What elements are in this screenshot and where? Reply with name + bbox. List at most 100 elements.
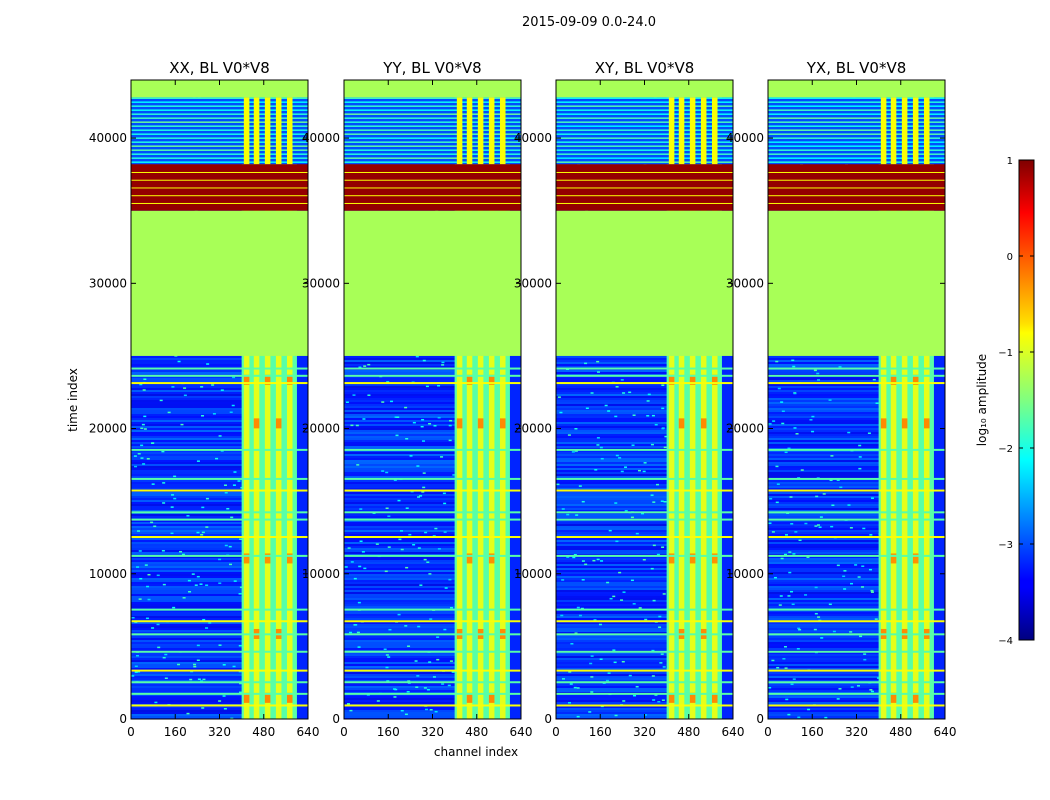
noise-speckle — [134, 671, 138, 673]
noise-row — [556, 630, 668, 632]
noise-speckle — [422, 472, 426, 474]
noise-speckle — [576, 687, 580, 689]
upper-block-row — [344, 113, 521, 115]
noise-speckle — [358, 366, 362, 368]
noise-row — [344, 570, 456, 572]
noise-speckle — [612, 649, 616, 651]
noise-row — [344, 638, 456, 640]
x-tick-label: 0 — [552, 725, 560, 739]
noise-speckle — [429, 708, 433, 711]
noise-row — [556, 546, 668, 548]
upper-block-row — [344, 105, 521, 107]
rfi-line — [131, 681, 308, 684]
noise-speckle — [177, 360, 181, 363]
upper-stripe — [456, 97, 463, 165]
noise-row — [344, 544, 456, 546]
noise-speckle — [831, 504, 835, 507]
noise-speckle — [415, 355, 419, 358]
noise-row — [344, 612, 456, 614]
upper-stripe — [689, 97, 696, 165]
hot-spot — [286, 553, 293, 564]
noise-speckle — [604, 404, 608, 407]
active-stripe — [700, 80, 707, 719]
noise-row — [131, 610, 243, 612]
upper-block-row — [768, 109, 945, 111]
noise-row — [768, 690, 880, 692]
rfi-line — [556, 374, 733, 377]
noise-speckle — [621, 660, 625, 663]
noise-row — [344, 516, 456, 518]
noise-row — [344, 684, 456, 686]
noise-row — [131, 676, 243, 678]
noise-speckle — [426, 561, 430, 563]
noise-speckle — [405, 566, 409, 569]
noise-row — [344, 398, 456, 400]
saturated-line — [131, 187, 308, 189]
noise-speckle — [393, 479, 397, 481]
noise-speckle — [596, 444, 600, 446]
noise-speckle — [433, 425, 437, 427]
noise-row — [131, 574, 243, 576]
noise-speckle — [232, 484, 236, 486]
noise-row — [131, 600, 243, 602]
noise-row — [768, 498, 880, 500]
active-stripe — [488, 80, 495, 719]
noise-row — [768, 544, 880, 546]
noise-speckle — [424, 531, 428, 534]
noise-row — [344, 674, 456, 676]
rfi-line — [768, 620, 945, 623]
noise-speckle — [420, 425, 424, 428]
noise-row — [768, 680, 880, 682]
noise-row — [768, 380, 880, 382]
hot-spot — [912, 553, 919, 564]
noise-row — [131, 686, 243, 688]
noise-row — [768, 596, 880, 598]
x-tick-label: 160 — [589, 725, 612, 739]
noise-speckle — [415, 686, 419, 688]
hot-spot — [264, 374, 271, 385]
noise-row — [768, 420, 880, 422]
upper-block-row — [344, 129, 521, 131]
noise-speckle — [387, 515, 391, 517]
noise-speckle — [142, 389, 146, 391]
noise-row — [344, 422, 456, 424]
noise-speckle — [787, 447, 791, 450]
noise-row — [556, 716, 668, 718]
noise-speckle — [186, 515, 190, 517]
noise-row — [131, 594, 243, 596]
noise-row — [768, 540, 880, 542]
noise-row — [556, 576, 668, 578]
noise-row — [556, 398, 668, 400]
noise-speckle — [196, 644, 200, 647]
noise-speckle — [809, 419, 813, 421]
noise-row — [344, 688, 456, 690]
noise-row — [344, 632, 456, 634]
rfi-line — [131, 518, 308, 521]
noise-row — [131, 552, 243, 554]
colorbar-tick-label: 0 — [1007, 252, 1013, 263]
noise-speckle — [156, 623, 160, 626]
noise-speckle — [843, 588, 847, 590]
noise-speckle — [136, 530, 140, 532]
hot-spot — [499, 418, 506, 429]
noise-row — [131, 522, 243, 524]
noise-speckle — [640, 512, 644, 515]
noise-row — [344, 360, 456, 362]
noise-row — [131, 612, 243, 614]
rfi-line — [556, 608, 733, 611]
noise-speckle — [151, 483, 155, 485]
noise-row — [344, 464, 456, 466]
noise-speckle — [596, 360, 600, 363]
noise-speckle — [571, 451, 575, 453]
noise-speckle — [205, 627, 209, 629]
rfi-line — [131, 554, 308, 557]
noise-row — [131, 544, 243, 546]
noise-speckle — [349, 631, 353, 634]
upper-stripe — [700, 97, 707, 165]
noise-row — [131, 532, 243, 534]
noise-speckle — [797, 627, 801, 630]
noise-row — [556, 422, 668, 424]
upper-block-row — [768, 149, 945, 151]
noise-speckle — [660, 500, 664, 502]
upper-block-row — [344, 121, 521, 123]
